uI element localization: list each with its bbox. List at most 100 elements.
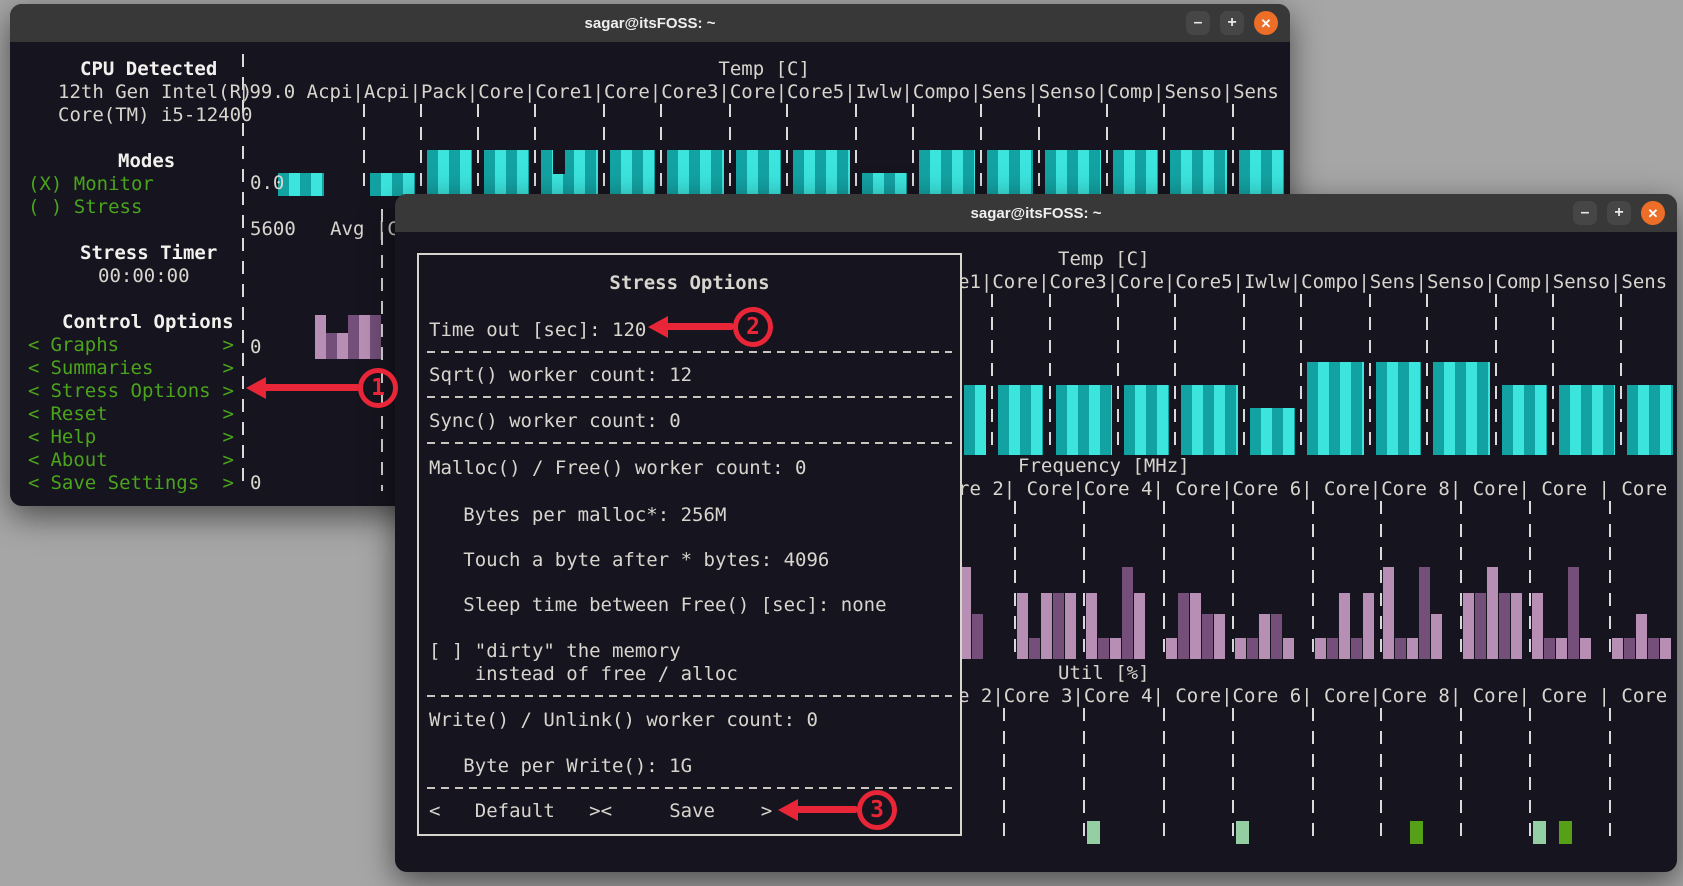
- sidebar-item-label: Summaries: [50, 357, 154, 379]
- titlebar[interactable]: sagar@itsFOSS: ~ – + ✕: [395, 194, 1677, 232]
- save-button[interactable]: < Save >: [600, 800, 773, 822]
- chart-column: [1381, 501, 1463, 659]
- freq-bar: [1282, 638, 1294, 659]
- dialog-field[interactable]: Write() / Unlink() worker count: 0: [429, 709, 818, 731]
- column-label: Core 4|: [1083, 478, 1164, 500]
- minimize-button[interactable]: –: [1573, 201, 1597, 225]
- minimize-button[interactable]: –: [1186, 11, 1210, 35]
- freq-bar: [1431, 614, 1443, 659]
- freq-bar: [1133, 593, 1145, 659]
- titlebar[interactable]: sagar@itsFOSS: ~ – + ✕: [10, 4, 1290, 42]
- dialog-field[interactable]: Time out [sec]: 120: [429, 319, 647, 341]
- chart-column: [1313, 708, 1383, 844]
- bar-notch: [553, 150, 566, 174]
- maximize-button[interactable]: +: [1607, 201, 1631, 225]
- bar: [918, 150, 976, 196]
- sidebar-item-reset[interactable]: < Reset >: [28, 403, 234, 425]
- sidebar-item-stress-options[interactable]: < Stress Options >: [28, 380, 234, 402]
- column-separator-line: [1162, 708, 1165, 844]
- column-label: Core3|: [661, 81, 730, 103]
- chart-column: [238, 104, 365, 196]
- chart-column: [1610, 708, 1677, 844]
- column-separator-line: [1460, 708, 1463, 844]
- mode-monitor-radio[interactable]: (X) Monitor: [28, 173, 154, 195]
- freq-bar: [315, 315, 326, 359]
- close-icon[interactable]: ✕: [1254, 11, 1278, 35]
- column-label: Core1|: [535, 81, 605, 103]
- sidebar-item-summaries[interactable]: < Summaries >: [28, 357, 234, 379]
- chart-plot-area: [238, 104, 1290, 196]
- sidebar-item-save-settings[interactable]: < Save Settings >: [28, 472, 234, 494]
- column-separator-line: [1002, 708, 1005, 844]
- column-separator-line: [1368, 294, 1371, 455]
- column-separator-line: [854, 104, 857, 196]
- column-separator-line: [1551, 294, 1554, 455]
- column-separator-line: [1106, 104, 1109, 196]
- column-label: Acpi|: [363, 81, 422, 103]
- dialog-field[interactable]: instead of free / alloc: [474, 663, 738, 685]
- freq-bar: [1407, 638, 1419, 659]
- freq-bar: [1029, 638, 1041, 659]
- column-separator-line: [1174, 294, 1177, 455]
- modes-heading: Modes: [118, 150, 176, 172]
- sidebar-item-help[interactable]: < Help >: [28, 426, 234, 448]
- freq-bar: [972, 614, 983, 659]
- dialog-field[interactable]: Byte per Write(): 1G: [463, 755, 693, 777]
- annotation-arrow-1-head: [246, 377, 266, 399]
- freq-bars-back: [315, 314, 381, 359]
- mode-stress-radio[interactable]: ( ) Stress: [28, 196, 143, 218]
- chart-column: [535, 104, 606, 196]
- freq-bar: [1201, 614, 1213, 659]
- dialog-separator: [427, 351, 952, 353]
- column-label: Core: [1609, 685, 1668, 707]
- freq-bar: [1097, 638, 1109, 659]
- column-label: Compo|: [912, 81, 982, 103]
- chart-column: [1530, 708, 1611, 844]
- column-separator-line: [1082, 708, 1085, 844]
- chart-column: [1461, 708, 1531, 844]
- bar: [1249, 408, 1296, 455]
- freq-bar: [1635, 614, 1647, 659]
- chart-title: Temp [C]: [718, 58, 810, 80]
- freq-bar: [1567, 567, 1579, 659]
- default-button[interactable]: < Default >: [429, 800, 601, 822]
- dialog-field[interactable]: Touch a byte after * bytes: 4096: [463, 549, 830, 571]
- bar: [1170, 150, 1228, 196]
- sidebar-item-about[interactable]: < About >: [28, 449, 234, 471]
- maximize-button[interactable]: +: [1220, 11, 1244, 35]
- column-label: Core 6|: [1232, 478, 1313, 500]
- column-label: Comp|: [1107, 81, 1165, 103]
- dialog-field[interactable]: Bytes per malloc*: 256M: [463, 504, 727, 526]
- freq-bar: [359, 315, 370, 359]
- dialog-field[interactable]: Malloc() / Free() worker count: 0: [429, 457, 807, 479]
- dialog-field[interactable]: Sqrt() worker count: 12: [429, 364, 693, 386]
- bar: [484, 150, 530, 196]
- chart-column: [1621, 294, 1677, 455]
- freq-bar: [1041, 593, 1053, 659]
- chart-column: [1084, 708, 1165, 844]
- column-separator-line: [420, 104, 423, 196]
- column-separator-line: [1380, 708, 1383, 844]
- column-label: Core 8|: [1381, 478, 1462, 500]
- chart-column: [1427, 294, 1497, 455]
- freq-bar: [348, 315, 359, 359]
- column-label: Compo|: [1301, 271, 1370, 293]
- chart-column: [1370, 294, 1428, 455]
- column-separator-line: [1494, 294, 1497, 455]
- chart-column-labels: re 2| Core| Core 4| Core| Core 6| Core| Cor…: [958, 478, 1677, 501]
- dialog-field[interactable]: [ ] "dirty" the memory: [429, 640, 681, 662]
- util-bar: [1235, 821, 1249, 844]
- sidebar-item-graphs[interactable]: < Graphs >: [28, 334, 234, 356]
- column-label: Core 8|: [1381, 685, 1462, 707]
- chart-left-axis-line: [242, 54, 244, 491]
- dialog-field[interactable]: Sleep time between Free() [sec]: none: [463, 594, 887, 616]
- bar: [987, 150, 1033, 196]
- dialog-field[interactable]: Sync() worker count: 0: [429, 410, 681, 432]
- chart-column: [1015, 501, 1085, 659]
- control-options-heading: Control Options: [62, 311, 234, 333]
- chart-column: [958, 708, 1005, 844]
- close-icon[interactable]: ✕: [1641, 201, 1665, 225]
- chart-column: [421, 104, 480, 196]
- column-label: Core3|: [1049, 271, 1119, 293]
- freq-bar: [370, 315, 381, 359]
